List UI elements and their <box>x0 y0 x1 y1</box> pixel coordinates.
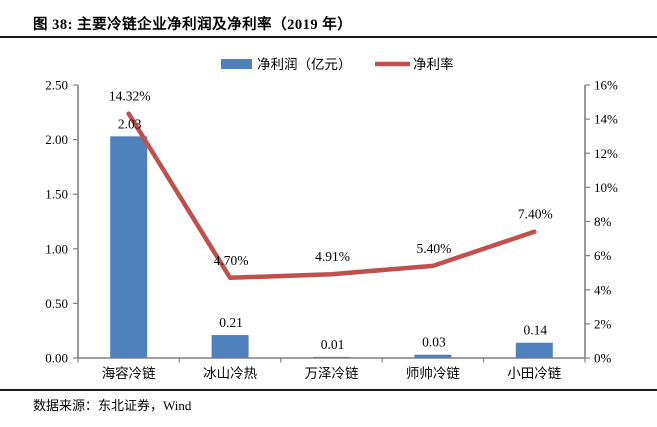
right-axis-tick-label: 8% <box>594 214 612 229</box>
right-axis-tick-label: 0% <box>594 351 612 366</box>
right-axis-tick-label: 14% <box>594 112 618 127</box>
category-label: 师帅冷链 <box>406 366 460 381</box>
left-axis-tick-label: 0.50 <box>45 296 68 311</box>
right-axis-tick-label: 16% <box>594 78 618 93</box>
bar-net-profit <box>414 354 452 358</box>
line-data-label: 14.32% <box>109 89 151 104</box>
left-axis-tick-label: 1.50 <box>45 187 68 202</box>
left-axis-tick-label: 1.00 <box>45 241 68 256</box>
data-source: 数据来源：东北证券，Wind <box>33 398 192 413</box>
footer-divider <box>0 389 657 391</box>
left-axis-tick-label: 2.00 <box>45 132 68 147</box>
line-data-label: 7.40% <box>518 207 553 222</box>
bar-net-profit <box>313 356 350 358</box>
net-margin-line <box>126 111 537 281</box>
right-axis-tick-label: 6% <box>594 248 612 263</box>
bar-data-label: 2.03 <box>118 116 142 131</box>
right-axis-tick-label: 4% <box>594 282 612 297</box>
line-data-label: 5.40% <box>416 241 451 256</box>
bar-data-label: 0.21 <box>219 315 243 330</box>
line-data-label: 4.91% <box>315 249 350 264</box>
legend-bar-swatch <box>221 59 252 69</box>
right-axis-tick-label: 12% <box>594 146 618 161</box>
category-label: 小田冷链 <box>507 366 561 381</box>
bar-net-profit <box>515 342 553 358</box>
bar-data-label: 0.03 <box>422 335 446 350</box>
bar-net-profit <box>211 335 249 358</box>
line-data-label: 4.70% <box>214 253 249 268</box>
bar-data-label: 0.01 <box>321 337 345 352</box>
category-label: 冰山冷热 <box>203 366 257 381</box>
legend-line-label: 净利率 <box>413 56 454 72</box>
title-divider <box>0 36 657 38</box>
left-axis-tick-label: 2.50 <box>45 78 68 93</box>
right-axis-tick-label: 10% <box>594 180 618 195</box>
left-axis-tick-label: 0.00 <box>45 351 68 366</box>
category-label: 万泽冷链 <box>305 366 359 381</box>
right-axis-tick-label: 2% <box>594 316 612 331</box>
bar-net-profit <box>110 136 148 358</box>
category-label: 海容冷链 <box>102 365 156 381</box>
legend-bar-label: 净利润（亿元） <box>257 57 352 72</box>
bar-data-label: 0.14 <box>523 323 547 338</box>
figure-title: 图 38: 主要冷链企业净利润及净利率（2019 年） <box>33 17 353 33</box>
